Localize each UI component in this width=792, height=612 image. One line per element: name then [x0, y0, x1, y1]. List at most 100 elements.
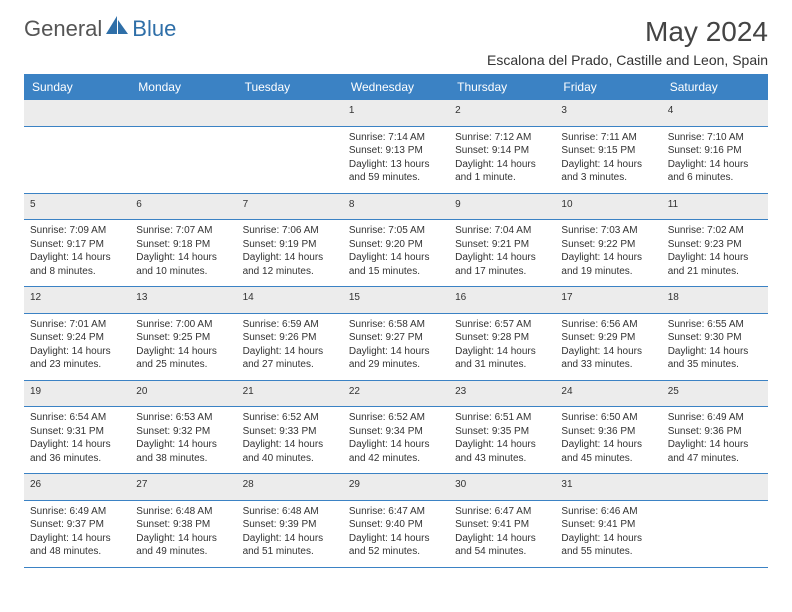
day-content-cell: Sunrise: 6:53 AMSunset: 9:32 PMDaylight:… — [130, 407, 236, 474]
sunrise-text: Sunrise: 6:50 AM — [561, 411, 655, 425]
day-number-cell: 11 — [662, 193, 768, 220]
daylight-text: Daylight: 14 hours and 17 minutes. — [455, 251, 549, 278]
day-content-cell: Sunrise: 7:04 AMSunset: 9:21 PMDaylight:… — [449, 220, 555, 287]
day-content-cell: Sunrise: 7:12 AMSunset: 9:14 PMDaylight:… — [449, 126, 555, 193]
sunrise-text: Sunrise: 6:59 AM — [243, 318, 337, 332]
day-content-cell: Sunrise: 6:46 AMSunset: 9:41 PMDaylight:… — [555, 500, 661, 567]
day-content-cell: Sunrise: 6:55 AMSunset: 9:30 PMDaylight:… — [662, 313, 768, 380]
daylight-text: Daylight: 14 hours and 31 minutes. — [455, 345, 549, 372]
day-number-cell: 12 — [24, 287, 130, 314]
daylight-text: Daylight: 14 hours and 12 minutes. — [243, 251, 337, 278]
logo-sail-icon — [106, 16, 128, 42]
daylight-text: Daylight: 14 hours and 45 minutes. — [561, 438, 655, 465]
sunrise-text: Sunrise: 7:14 AM — [349, 131, 443, 145]
day-number-cell: 16 — [449, 287, 555, 314]
sunset-text: Sunset: 9:22 PM — [561, 238, 655, 252]
day-number-cell: 7 — [237, 193, 343, 220]
day-number-cell: 26 — [24, 474, 130, 501]
day-number-cell: 5 — [24, 193, 130, 220]
day-content-cell: Sunrise: 7:09 AMSunset: 9:17 PMDaylight:… — [24, 220, 130, 287]
day-content-cell: Sunrise: 7:10 AMSunset: 9:16 PMDaylight:… — [662, 126, 768, 193]
day-number-cell — [237, 100, 343, 126]
day-number-cell: 24 — [555, 380, 661, 407]
day-number-cell: 2 — [449, 100, 555, 126]
sunrise-text: Sunrise: 7:10 AM — [668, 131, 762, 145]
sunset-text: Sunset: 9:14 PM — [455, 144, 549, 158]
daylight-text: Daylight: 14 hours and 35 minutes. — [668, 345, 762, 372]
sunset-text: Sunset: 9:29 PM — [561, 331, 655, 345]
day-content-cell: Sunrise: 6:58 AMSunset: 9:27 PMDaylight:… — [343, 313, 449, 380]
sunrise-text: Sunrise: 6:51 AM — [455, 411, 549, 425]
day-number-cell: 14 — [237, 287, 343, 314]
sunrise-text: Sunrise: 6:55 AM — [668, 318, 762, 332]
day-content-cell: Sunrise: 6:47 AMSunset: 9:40 PMDaylight:… — [343, 500, 449, 567]
day-number-cell: 6 — [130, 193, 236, 220]
sunset-text: Sunset: 9:30 PM — [668, 331, 762, 345]
day-number-row: 1234 — [24, 100, 768, 126]
daylight-text: Daylight: 14 hours and 51 minutes. — [243, 532, 337, 559]
day-content-cell: Sunrise: 7:05 AMSunset: 9:20 PMDaylight:… — [343, 220, 449, 287]
sunset-text: Sunset: 9:18 PM — [136, 238, 230, 252]
sunrise-text: Sunrise: 7:11 AM — [561, 131, 655, 145]
day-number-cell: 8 — [343, 193, 449, 220]
day-number-cell — [24, 100, 130, 126]
day-content-row: Sunrise: 7:09 AMSunset: 9:17 PMDaylight:… — [24, 220, 768, 287]
weekday-header: Monday — [130, 74, 236, 100]
daylight-text: Daylight: 14 hours and 21 minutes. — [668, 251, 762, 278]
daylight-text: Daylight: 14 hours and 49 minutes. — [136, 532, 230, 559]
day-content-cell: Sunrise: 7:02 AMSunset: 9:23 PMDaylight:… — [662, 220, 768, 287]
day-number-cell: 4 — [662, 100, 768, 126]
sunrise-text: Sunrise: 6:52 AM — [349, 411, 443, 425]
weekday-header-row: SundayMondayTuesdayWednesdayThursdayFrid… — [24, 74, 768, 100]
sunrise-text: Sunrise: 6:54 AM — [30, 411, 124, 425]
calendar-body: 1234 Sunrise: 7:14 AMSunset: 9:13 PM Dayli… — [24, 100, 768, 567]
day-number-cell — [662, 474, 768, 501]
day-content-cell: Sunrise: 6:48 AMSunset: 9:39 PMDaylight:… — [237, 500, 343, 567]
logo-text-2: Blue — [132, 16, 176, 42]
sunset-text: Sunset: 9:17 PM — [30, 238, 124, 252]
sunset-text: Sunset: 9:24 PM — [30, 331, 124, 345]
daylight-text: Daylight: 14 hours and 52 minutes. — [349, 532, 443, 559]
daylight-text: Daylight: 14 hours and 43 minutes. — [455, 438, 549, 465]
day-number-cell: 23 — [449, 380, 555, 407]
weekday-header: Tuesday — [237, 74, 343, 100]
sunrise-text: Sunrise: 6:46 AM — [561, 505, 655, 519]
sunrise-text: Sunrise: 6:52 AM — [243, 411, 337, 425]
day-number-cell: 31 — [555, 474, 661, 501]
daylight-text: Daylight: 14 hours and 48 minutes. — [30, 532, 124, 559]
day-number-cell: 15 — [343, 287, 449, 314]
sunset-text: Sunset: 9:32 PM — [136, 425, 230, 439]
daylight-text: Daylight: 14 hours and 3 minutes. — [561, 158, 655, 185]
month-title: May 2024 — [645, 16, 768, 48]
sunrise-text: Sunrise: 6:49 AM — [30, 505, 124, 519]
day-content-cell: Sunrise: 7:07 AMSunset: 9:18 PMDaylight:… — [130, 220, 236, 287]
day-content-cell — [24, 126, 130, 193]
day-content-cell: Sunrise: 6:52 AMSunset: 9:33 PMDaylight:… — [237, 407, 343, 474]
sunset-text: Sunset: 9:26 PM — [243, 331, 337, 345]
day-content-row: Sunrise: 7:14 AMSunset: 9:13 PM Daylight:… — [24, 126, 768, 193]
day-content-row: Sunrise: 6:54 AMSunset: 9:31 PM Daylight:… — [24, 407, 768, 474]
sunset-text: Sunset: 9:13 PM — [349, 144, 443, 158]
sunset-text: Sunset: 9:41 PM — [561, 518, 655, 532]
sunset-text: Sunset: 9:37 PM — [30, 518, 124, 532]
day-content-cell: Sunrise: 6:59 AMSunset: 9:26 PMDaylight:… — [237, 313, 343, 380]
day-content-row: Sunrise: 6:49 AMSunset: 9:37 PMDaylight:… — [24, 500, 768, 567]
day-content-cell: Sunrise: 6:51 AMSunset: 9:35 PMDaylight:… — [449, 407, 555, 474]
sunset-text: Sunset: 9:31 PM — [30, 425, 124, 439]
day-content-cell: Sunrise: 7:11 AMSunset: 9:15 PMDaylight:… — [555, 126, 661, 193]
sunrise-text: Sunrise: 6:48 AM — [243, 505, 337, 519]
sunset-text: Sunset: 9:41 PM — [455, 518, 549, 532]
day-number-cell: 22 — [343, 380, 449, 407]
day-number-cell: 17 — [555, 287, 661, 314]
daylight-text: Daylight: 14 hours and 19 minutes. — [561, 251, 655, 278]
daylight-text: Daylight: 14 hours and 40 minutes. — [243, 438, 337, 465]
day-content-cell: Sunrise: 6:52 AMSunset: 9:34 PMDaylight:… — [343, 407, 449, 474]
daylight-text: Daylight: 14 hours and 1 minute. — [455, 158, 549, 185]
logo-text-1: General — [24, 16, 102, 42]
day-content-cell: Sunrise: 6:57 AMSunset: 9:28 PMDaylight:… — [449, 313, 555, 380]
day-number-cell: 13 — [130, 287, 236, 314]
weekday-header: Sunday — [24, 74, 130, 100]
sunrise-text: Sunrise: 6:56 AM — [561, 318, 655, 332]
sunset-text: Sunset: 9:39 PM — [243, 518, 337, 532]
sunrise-text: Sunrise: 7:03 AM — [561, 224, 655, 238]
